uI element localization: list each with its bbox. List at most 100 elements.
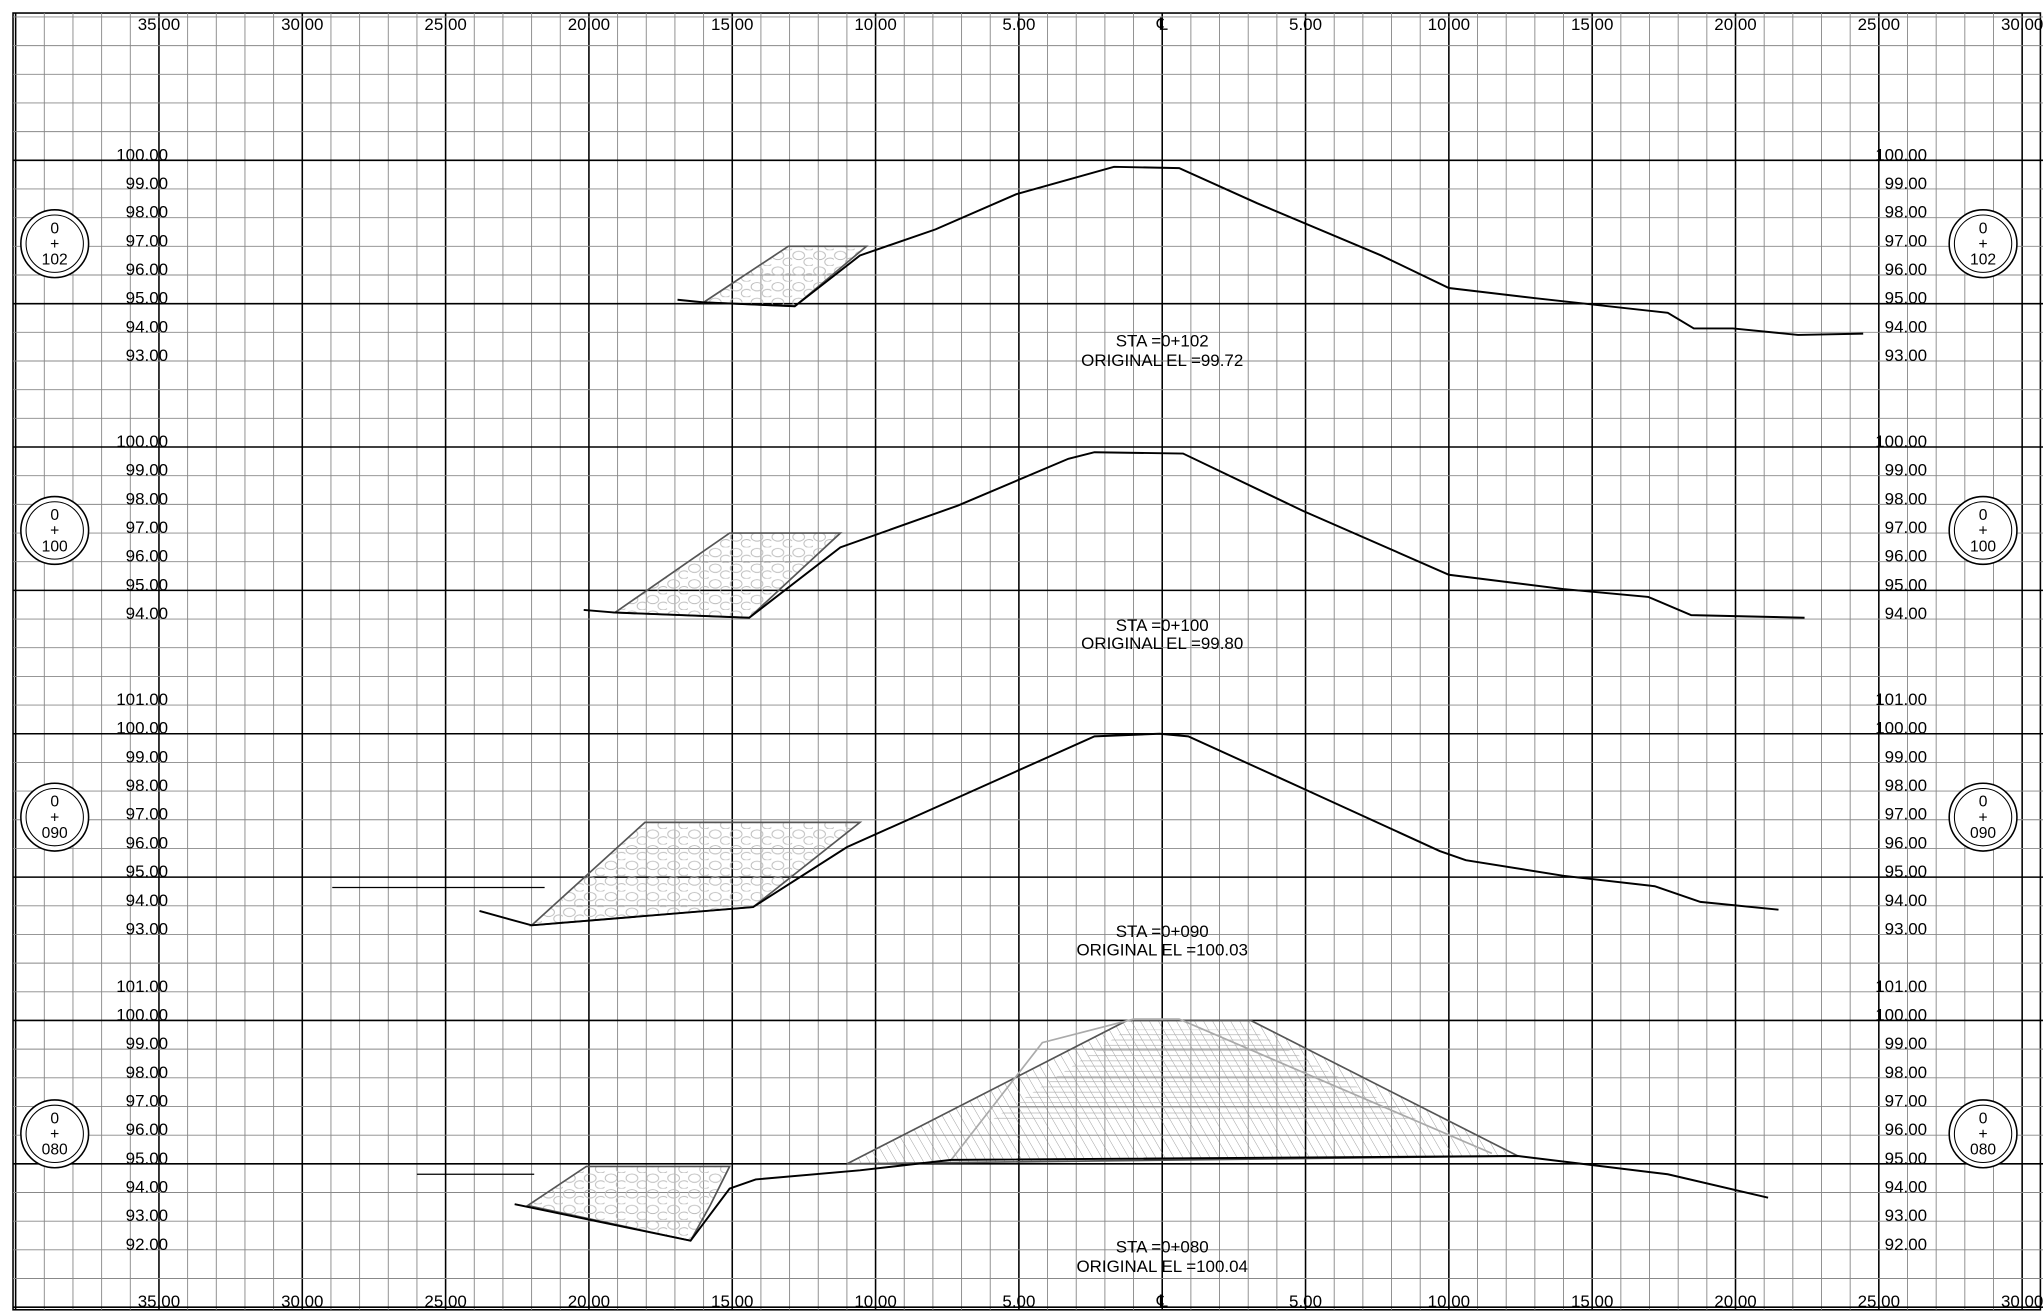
elevation-label: 95.00 — [1885, 1149, 1927, 1168]
elevation-label: 94.00 — [1885, 317, 1927, 336]
station-text: 0 — [50, 507, 59, 524]
elevation-label: 97.00 — [126, 1091, 168, 1110]
station-label: STA =0+102 — [1116, 332, 1209, 351]
elevation-label: 99.00 — [1885, 1034, 1927, 1053]
station-text: + — [50, 523, 59, 540]
elevation-label: 93.00 — [126, 919, 168, 938]
station-label: STA =0+090 — [1116, 922, 1209, 941]
bottom-offset-label: 5.00 — [1002, 1292, 1035, 1311]
elevation-label: 98.00 — [126, 776, 168, 795]
elevation-label: 95.00 — [126, 575, 168, 594]
section-1-drawing — [583, 451, 1805, 619]
station-bubble — [20, 782, 90, 852]
elevation-label: 100.00 — [1875, 145, 1927, 164]
elevation-label: 96.00 — [1885, 1120, 1927, 1139]
bottom-offset-label: 5.00 — [1289, 1292, 1322, 1311]
station-bubble — [1948, 1099, 2018, 1169]
elevation-label: 96.00 — [126, 1120, 168, 1139]
station-text: + — [50, 809, 59, 826]
station-bubble-inner — [1953, 214, 2013, 273]
station-bubble — [1948, 495, 2018, 566]
elevation-label: 99.00 — [126, 461, 168, 480]
elevation-label: 94.00 — [1885, 604, 1927, 623]
elevation-label: 99.00 — [126, 1034, 168, 1053]
elevation-label: 96.00 — [126, 260, 168, 279]
ground-profile — [677, 165, 1864, 336]
station-text: 080 — [42, 1142, 68, 1159]
station-label: STA =0+080 — [1116, 1237, 1209, 1256]
bottom-offset-label: 25.00 — [424, 1292, 466, 1311]
elevation-label: 101.00 — [116, 690, 168, 709]
station-bubble — [20, 209, 90, 279]
station-text: 102 — [42, 252, 68, 269]
elevation-label: 99.00 — [126, 174, 168, 193]
elevation-label: 98.00 — [126, 489, 168, 508]
bottom-offset-label: 30.00 — [2001, 1292, 2043, 1311]
top-offset-label: 25.00 — [424, 15, 466, 34]
top-offset-label: 5.00 — [1289, 15, 1322, 34]
top-offset-label: 5.00 — [1002, 15, 1035, 34]
top-offset-label: 30.00 — [2001, 15, 2043, 34]
station-text: + — [50, 1126, 59, 1143]
station-text: + — [1979, 1126, 1988, 1143]
sheet-border — [12, 12, 2042, 1311]
station-text: 102 — [1970, 252, 1996, 269]
station-text: + — [1979, 236, 1988, 253]
bottom-offset-label: 20.00 — [1714, 1292, 1756, 1311]
elevation-label: 94.00 — [1885, 891, 1927, 910]
elevation-label: 100.00 — [116, 719, 168, 738]
riprap — [612, 532, 843, 619]
station-label: STA =0+100 — [1116, 616, 1209, 635]
station-bubble-inner — [1953, 1104, 2013, 1164]
bottom-offset-label: 10.00 — [854, 1292, 896, 1311]
elevation-label: 95.00 — [126, 1149, 168, 1168]
elevation-label: 96.00 — [1885, 833, 1927, 852]
top-offset-label: 20.00 — [568, 15, 610, 34]
bottom-offset-label: 15.00 — [711, 1292, 753, 1311]
section-3-drawing — [416, 1018, 1769, 1242]
station-bubble — [20, 495, 90, 566]
top-offset-label: 35.00 — [138, 15, 180, 34]
top-offset-label: 10.00 — [1428, 15, 1470, 34]
elevation-label: 94.00 — [126, 317, 168, 336]
elevation-label: 98.00 — [1885, 776, 1927, 795]
station-text: 0 — [1979, 1110, 1988, 1127]
station-text: 090 — [42, 825, 68, 842]
elevation-label: 100.00 — [116, 1005, 168, 1024]
elevation-label: 95.00 — [1885, 862, 1927, 881]
elevation-label: 97.00 — [126, 231, 168, 250]
station-bubble-inner — [25, 214, 84, 273]
elevation-label: 97.00 — [1885, 518, 1927, 537]
elevation-label: 96.00 — [1885, 260, 1927, 279]
elevation-label: 98.00 — [1885, 203, 1927, 222]
bottom-offset-label: 15.00 — [1571, 1292, 1613, 1311]
elevation-label: 98.00 — [1885, 1063, 1927, 1082]
elevation-label: 95.00 — [126, 289, 168, 308]
station-bubble — [20, 1099, 90, 1169]
ground-profile — [583, 451, 1805, 619]
top-offset-label: 15.00 — [711, 15, 753, 34]
station-text: 0 — [50, 1110, 59, 1127]
station-text: + — [1979, 523, 1988, 540]
elevation-label: 96.00 — [1885, 547, 1927, 566]
original-elevation-label: ORIGINAL EL =100.04 — [1076, 1257, 1247, 1276]
bottom-offset-label: 30.00 — [281, 1292, 323, 1311]
station-bubble-inner — [25, 787, 84, 847]
elevation-label: 95.00 — [1885, 575, 1927, 594]
elevation-label: 94.00 — [126, 891, 168, 910]
elevation-label: 95.00 — [126, 862, 168, 881]
station-text: 080 — [1970, 1142, 1996, 1159]
elevation-label: 99.00 — [1885, 461, 1927, 480]
station-bubble-inner — [25, 1104, 84, 1164]
elevation-label: 96.00 — [126, 547, 168, 566]
bottom-offset-label: 20.00 — [568, 1292, 610, 1311]
station-bubble — [1948, 209, 2018, 279]
elevation-label: 97.00 — [1885, 1091, 1927, 1110]
elevation-label: 96.00 — [126, 833, 168, 852]
station-text: 0 — [50, 794, 59, 811]
elevation-label: 99.00 — [1885, 747, 1927, 766]
station-text: 090 — [1970, 825, 1996, 842]
grid — [12, 12, 2043, 1311]
elevation-label: 93.00 — [126, 346, 168, 365]
